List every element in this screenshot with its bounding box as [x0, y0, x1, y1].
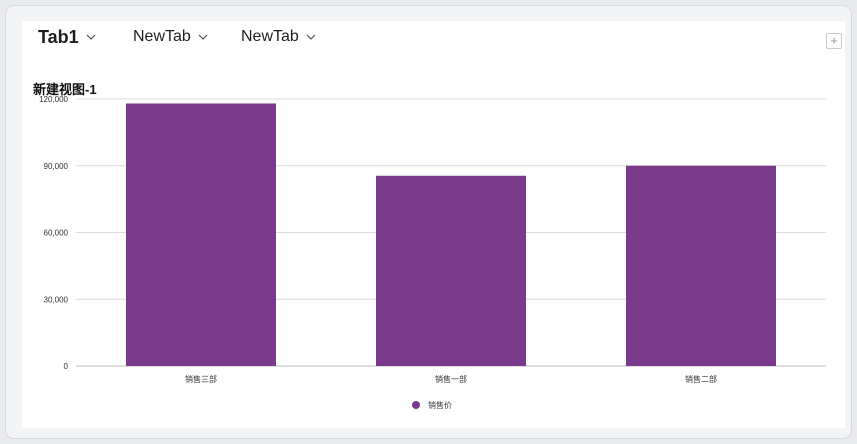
bar	[626, 165, 776, 366]
y-tick-label: 30,000	[44, 295, 69, 304]
x-tick-label: 销售三部	[185, 374, 217, 384]
y-tick-label: 0	[64, 362, 69, 371]
bar-chart: 0 30,000 60,000 90,000 120,000 销售三部 销售一部 销售二部销售…	[39, 95, 826, 410]
y-tick-label: 120,000	[39, 95, 68, 104]
y-tick-label: 60,000	[44, 229, 69, 238]
x-tick-label: 销售一部	[435, 374, 467, 384]
tab-1[interactable]: Tab1	[38, 25, 96, 49]
add-tab-button[interactable]: +	[826, 33, 842, 49]
legend-marker	[412, 401, 420, 409]
dashboard-panel: Tab1 NewTab NewTab + 新建视图-1 0 30,000 60,00…	[22, 21, 845, 428]
bar	[376, 175, 526, 366]
chevron-down-icon[interactable]	[306, 32, 316, 42]
chevron-down-icon[interactable]	[86, 32, 96, 42]
tab-bar: Tab1 NewTab NewTab +	[22, 21, 845, 53]
y-tick-label: 90,000	[44, 162, 69, 171]
tab-2[interactable]: NewTab	[133, 25, 208, 49]
x-tick-label: 销售二部	[685, 374, 717, 384]
tab-3[interactable]: NewTab	[241, 25, 316, 49]
plus-icon: +	[830, 33, 838, 48]
tab-label: NewTab	[133, 28, 191, 45]
bar	[126, 103, 276, 366]
tab-label: Tab1	[38, 26, 79, 47]
legend-label: 销售价	[428, 400, 452, 410]
chart-title: 新建视图-1	[33, 82, 97, 97]
window-frame: Tab1 NewTab NewTab + 新建视图-1 0 30,000 60,00…	[6, 6, 851, 438]
chevron-down-icon[interactable]	[198, 32, 208, 42]
tab-label: NewTab	[241, 28, 299, 45]
